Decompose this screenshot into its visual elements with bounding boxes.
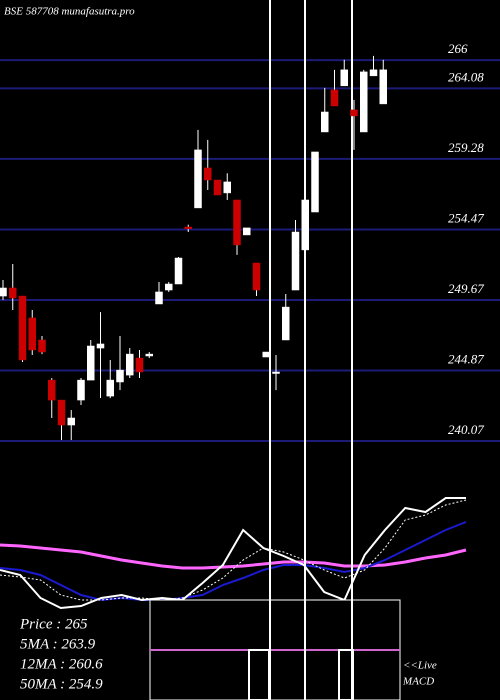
indicator-line [0, 499, 467, 601]
candle-body [213, 179, 222, 196]
indicator-line [0, 521, 467, 602]
candle-body [272, 371, 280, 374]
y-tick-label: 259.28 [448, 140, 484, 155]
candle-body [106, 379, 114, 397]
candle-body [96, 343, 105, 349]
candle-body [282, 306, 290, 341]
candle-body [0, 287, 7, 297]
candle-body [311, 151, 319, 213]
candle-body [174, 257, 183, 285]
candle-body [301, 199, 309, 251]
macd-label: MACD [402, 676, 434, 688]
info-label: Price : 265 [19, 616, 88, 632]
y-tick-label: 266 [448, 41, 468, 56]
candle-body [194, 149, 202, 209]
candle-body [57, 399, 66, 426]
macd-label: <<Live [403, 660, 437, 672]
candle-body [291, 231, 300, 291]
candle-body [184, 226, 192, 230]
candle-body [67, 417, 75, 426]
candle-body [145, 353, 153, 357]
candle-body [223, 181, 231, 194]
candle-body [165, 283, 173, 291]
info-label: 50MA : 254.9 [20, 676, 103, 692]
candle-body [126, 353, 134, 376]
candle-body [321, 111, 329, 133]
y-tick-label: 264.08 [448, 69, 484, 84]
candle-body [77, 379, 85, 401]
candle-body [243, 227, 251, 236]
candle-body [379, 69, 387, 105]
candle-body [360, 71, 368, 133]
chart-title: BSE 587708 munafasutra.pro [4, 6, 135, 18]
indicator-line [0, 543, 467, 570]
info-label: 5MA : 263.9 [20, 636, 96, 652]
candle-body [233, 199, 241, 246]
candle-body [252, 262, 261, 291]
y-tick-label: 244.87 [448, 352, 484, 367]
y-tick-label: 249.67 [448, 281, 484, 296]
candle-body [18, 295, 27, 361]
y-tick-label: 254.47 [448, 210, 484, 225]
candle-body [28, 317, 36, 351]
candle-body [135, 357, 144, 373]
info-label: 12MA : 260.6 [20, 656, 103, 672]
candle-body [9, 287, 17, 299]
candle-body [369, 69, 378, 77]
indicator-line [0, 497, 466, 610]
candle-body [87, 345, 95, 381]
candle-body [350, 109, 358, 117]
candle-body [340, 69, 348, 87]
candle-body [155, 291, 163, 305]
candle-body [330, 89, 339, 107]
candle-body [38, 339, 46, 353]
candle-body [48, 379, 56, 401]
y-tick-label: 240.07 [448, 422, 484, 437]
candle-body [204, 167, 212, 181]
candle-body [262, 351, 270, 358]
candle-body [116, 369, 124, 383]
